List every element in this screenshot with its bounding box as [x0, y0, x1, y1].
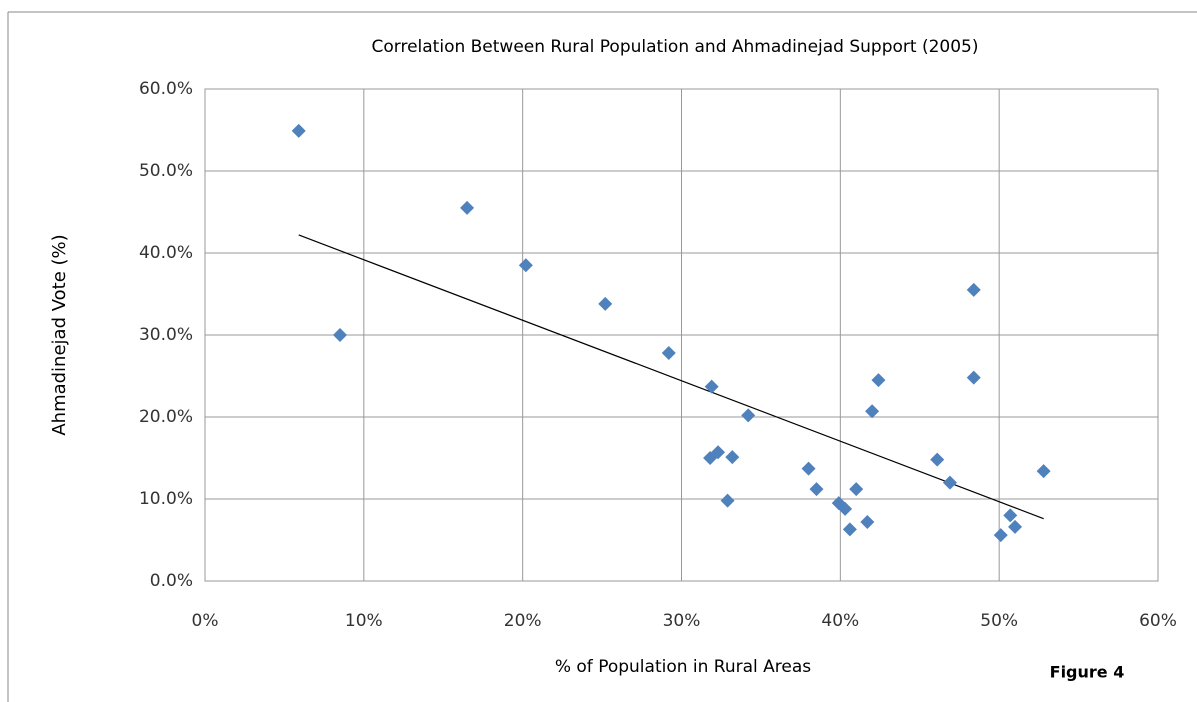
point: [860, 514, 875, 529]
point: [838, 501, 853, 516]
x-tick-label: 60%: [1139, 611, 1177, 631]
y-tick-label: 30.0%: [139, 325, 193, 345]
x-tick-label: 50%: [980, 611, 1018, 631]
point: [942, 475, 957, 490]
point: [711, 445, 726, 460]
point: [725, 450, 740, 465]
y-tick-label: 60.0%: [139, 79, 193, 99]
point: [849, 482, 864, 497]
point: [598, 296, 613, 311]
x-tick-label: 20%: [504, 611, 542, 631]
y-tick-label: 40.0%: [139, 243, 193, 263]
point: [1036, 464, 1051, 479]
point: [842, 522, 857, 537]
point: [809, 482, 824, 497]
y-tick-label: 10.0%: [139, 489, 193, 509]
point: [333, 328, 348, 342]
point: [661, 346, 676, 361]
x-tick-label: 10%: [345, 611, 383, 631]
y-tick-label: 0.0%: [150, 571, 193, 591]
point: [1008, 519, 1023, 534]
point: [1003, 508, 1018, 523]
y-tick-label: 20.0%: [139, 407, 193, 427]
point: [741, 408, 756, 423]
y-tick-label: 50.0%: [139, 161, 193, 181]
point: [291, 123, 306, 138]
x-tick-label: 30%: [663, 611, 701, 631]
chart-title: Correlation Between Rural Population and…: [372, 37, 979, 57]
point: [801, 461, 816, 476]
point: [966, 370, 981, 385]
point: [704, 379, 719, 394]
figure-label: Figure 4: [1050, 663, 1125, 682]
x-tick-label: 0%: [192, 611, 219, 631]
point: [966, 282, 981, 297]
x-tick-label: 40%: [821, 611, 859, 631]
point: [518, 258, 533, 273]
x-axis-label: % of Population in Rural Areas: [555, 657, 811, 677]
point: [865, 404, 880, 419]
trendline: [298, 234, 1044, 520]
point: [720, 493, 735, 508]
point: [871, 373, 886, 388]
point: [460, 200, 475, 215]
y-axis-label: Ahmadinejad Vote (%): [49, 234, 70, 435]
point: [930, 452, 945, 467]
point: [993, 528, 1008, 543]
